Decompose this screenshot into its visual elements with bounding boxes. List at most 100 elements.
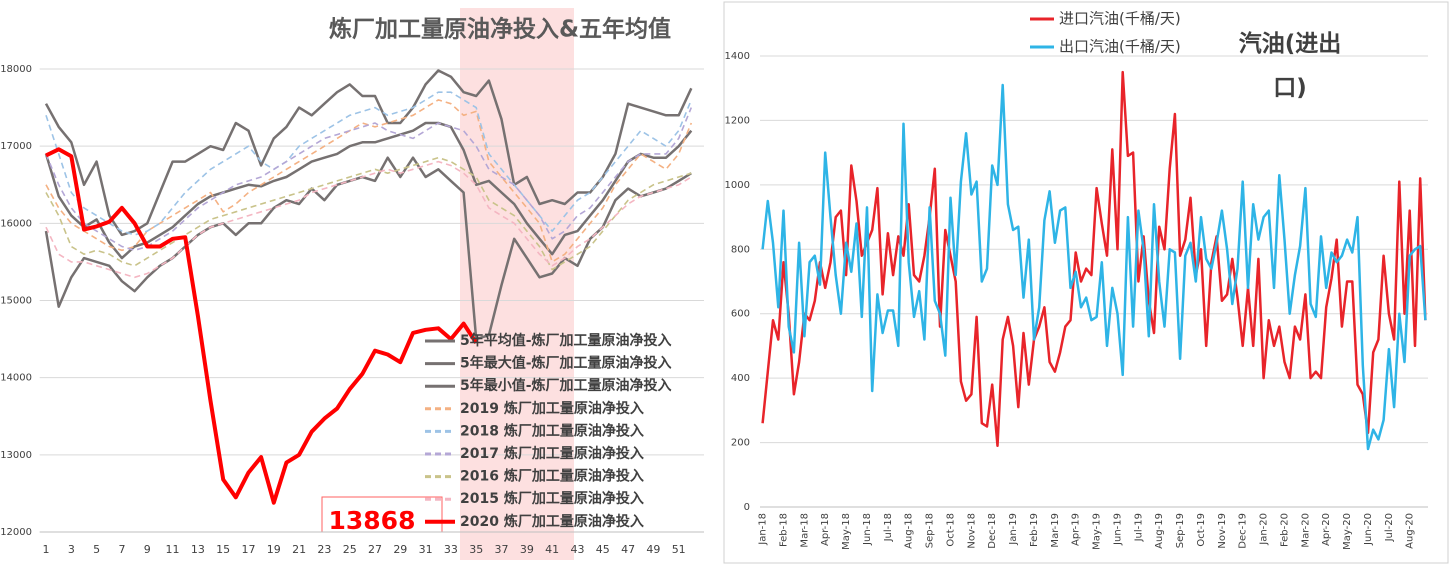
x-tick-label: Apr-18 — [820, 513, 831, 546]
y-tick-label: 400 — [731, 373, 750, 384]
series-line — [44, 69, 693, 237]
x-tick-label: Dec-18 — [987, 513, 998, 549]
annotation: 13868 — [329, 506, 416, 535]
x-tick-label: Aug-18 — [904, 513, 915, 549]
series-line — [45, 91, 693, 236]
x-tick-label: 5 — [93, 543, 100, 556]
x-tick-label: Mar-20 — [1300, 513, 1311, 548]
series-line — [44, 121, 693, 260]
y-tick-label: 0 — [744, 502, 750, 513]
x-tick-label: 17 — [241, 543, 255, 556]
series-line — [45, 156, 692, 271]
x-tick-label: 41 — [545, 543, 559, 556]
legend-label: 2015 炼厂加工量原油净投入 — [460, 490, 644, 507]
x-tick-label: Aug-20 — [1405, 513, 1416, 549]
y-tick-label: 16000 — [0, 218, 32, 229]
x-tick-label: 49 — [646, 543, 660, 556]
chart-title: 汽油(进出口) — [1238, 31, 1342, 101]
y-tick-label: 1000 — [725, 180, 750, 191]
y-tick-label: 13000 — [0, 450, 32, 461]
x-tick-label: Dec-19 — [1238, 513, 1249, 549]
legend-label: 5年平均值-炼厂加工量原油净投入 — [460, 332, 672, 349]
x-tick-label: Apr-19 — [1071, 513, 1082, 546]
x-tick-label: Jun-20 — [1363, 513, 1374, 546]
y-tick-label: 1200 — [725, 115, 750, 126]
x-tick-label: Nov-19 — [1217, 513, 1228, 549]
series-line — [44, 156, 692, 341]
x-tick-label: 51 — [672, 543, 686, 556]
x-tick-label: 9 — [144, 543, 151, 556]
legend-label: 进口汽油(千桶/天) — [1059, 10, 1181, 28]
legend-label: 出口汽油(千桶/天) — [1059, 38, 1181, 56]
highlight-band — [460, 8, 574, 560]
x-tick-label: Jul-18 — [883, 513, 894, 542]
x-tick-label: May-18 — [841, 513, 852, 550]
left-panel — [0, 0, 716, 565]
y-tick-label: 14000 — [0, 373, 32, 384]
y-tick-label: 800 — [731, 244, 750, 255]
x-tick-label: 39 — [520, 543, 534, 556]
x-tick-label: Jun-19 — [1112, 513, 1123, 546]
legend-label: 2020 炼厂加工量原油净投入 — [460, 513, 644, 530]
x-tick-label: Feb-19 — [1029, 513, 1040, 547]
x-tick-label: Mar-18 — [799, 513, 810, 548]
x-tick-label: 1 — [43, 543, 50, 556]
x-tick-label: 23 — [317, 543, 331, 556]
x-tick-label: 21 — [292, 543, 306, 556]
x-tick-label: 29 — [393, 543, 407, 556]
x-tick-label: Apr-20 — [1321, 513, 1332, 546]
x-tick-label: Jul-19 — [1133, 513, 1144, 542]
y-tick-label: 15000 — [0, 296, 32, 307]
x-tick-label: 37 — [495, 543, 509, 556]
x-tick-label: Jan-20 — [1259, 513, 1270, 546]
series-line — [761, 70, 1427, 448]
x-tick-label: Feb-20 — [1279, 513, 1290, 547]
x-tick-label: 43 — [570, 543, 584, 556]
y-tick-label: 1400 — [725, 51, 750, 62]
x-tick-label: 15 — [216, 543, 230, 556]
y-tick-label: 200 — [731, 438, 750, 449]
chart-title: 炼厂加工量原油净投入&五年均值 — [329, 16, 671, 43]
x-tick-label: 45 — [596, 543, 610, 556]
x-tick-label: 33 — [444, 543, 458, 556]
y-tick-label: 18000 — [0, 64, 32, 75]
x-tick-label: Feb-18 — [778, 513, 789, 547]
x-tick-label: Sep-18 — [925, 513, 936, 548]
series-line — [45, 147, 478, 505]
series-line — [45, 160, 692, 279]
x-tick-label: Jan-19 — [1008, 513, 1019, 546]
x-tick-label: 35 — [469, 543, 483, 556]
legend-label: 2019 炼厂加工量原油净投入 — [460, 400, 644, 417]
x-tick-label: 25 — [343, 543, 357, 556]
x-tick-label: Sep-19 — [1175, 513, 1186, 548]
legend-label: 2016 炼厂加工量原油净投入 — [460, 468, 644, 485]
legend-label: 5年最小值-炼厂加工量原油净投入 — [460, 377, 672, 394]
x-tick-label: 47 — [621, 543, 635, 556]
legend-label: 2018 炼厂加工量原油净投入 — [460, 422, 644, 439]
y-tick-label: 17000 — [0, 141, 32, 152]
series-line — [45, 99, 693, 263]
x-tick-label: 31 — [419, 543, 433, 556]
x-tick-label: 11 — [166, 543, 180, 556]
x-tick-label: May-19 — [1092, 513, 1103, 550]
x-tick-label: 19 — [267, 543, 281, 556]
y-tick-label: 600 — [731, 309, 750, 320]
x-tick-label: 3 — [68, 543, 75, 556]
x-tick-label: Oct-19 — [1196, 513, 1207, 547]
x-tick-label: Jun-18 — [862, 513, 873, 546]
x-tick-label: 27 — [368, 543, 382, 556]
x-tick-label: May-20 — [1342, 513, 1353, 550]
legend-label: 5年最大值-炼厂加工量原油净投入 — [460, 355, 672, 372]
y-tick-label: 12000 — [0, 527, 32, 538]
series-line — [45, 107, 693, 252]
x-tick-label: 7 — [118, 543, 125, 556]
x-tick-label: Oct-18 — [945, 513, 956, 547]
x-tick-label: Jan-18 — [758, 513, 769, 546]
x-tick-label: 13 — [191, 543, 205, 556]
series-line — [761, 83, 1427, 451]
x-tick-label: Aug-19 — [1154, 513, 1165, 549]
x-tick-label: Jul-20 — [1384, 513, 1395, 542]
legend-label: 2017 炼厂加工量原油净投入 — [460, 445, 644, 462]
